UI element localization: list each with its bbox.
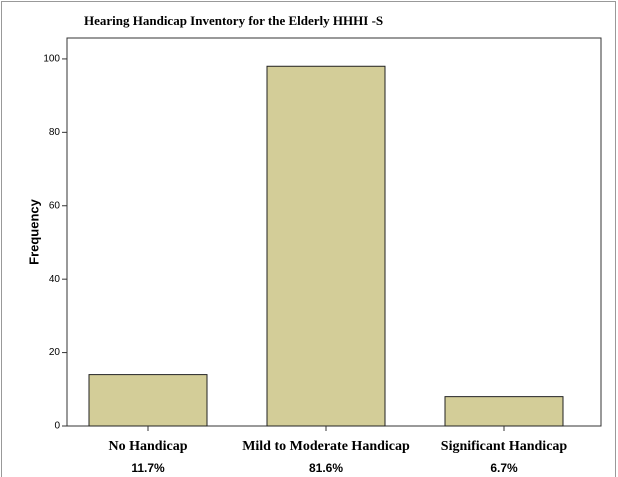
x-tick-label: No Handicap [109, 439, 188, 454]
bar [444, 396, 564, 427]
y-tick-label: 100 [43, 54, 60, 65]
percent-label: 81.6% [309, 461, 343, 475]
x-tick-label: Significant Handicap [441, 439, 568, 454]
percent-label: 11.7% [131, 461, 165, 475]
y-tick-label: 20 [49, 347, 61, 358]
x-tick-label: Mild to Moderate Handicap [242, 439, 410, 454]
y-tick-label: 0 [54, 421, 60, 432]
percent-label: 6.7% [490, 461, 518, 475]
y-tick-label: 60 [49, 200, 61, 211]
bar [88, 374, 208, 427]
y-tick-label: 40 [49, 274, 61, 285]
bar [266, 65, 386, 427]
y-axis-label: Frequency [26, 198, 41, 265]
y-tick-label: 80 [49, 127, 61, 138]
chart-title: Hearing Handicap Inventory for the Elder… [84, 13, 383, 28]
